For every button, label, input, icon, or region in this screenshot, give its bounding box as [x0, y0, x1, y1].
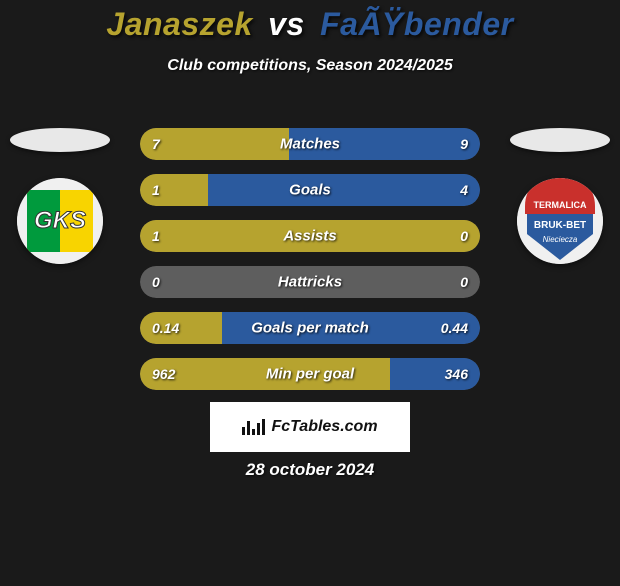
stat-bar-row: 10Assists	[140, 220, 480, 252]
badge-right-line2: BRUK-BET	[534, 220, 586, 231]
badge-right-small: Nieciecza	[543, 235, 578, 244]
bar-value-left: 962	[152, 366, 175, 382]
bar-value-right: 0	[460, 228, 468, 244]
player1-avatar-slot: GKS	[10, 128, 110, 264]
bar-left-fill	[140, 128, 289, 160]
player2-name: FaÃŸbender	[320, 6, 513, 42]
bar-value-right: 4	[460, 182, 468, 198]
bar-left-fill	[140, 358, 390, 390]
stats-bars: 79Matches14Goals10Assists00Hattricks0.14…	[140, 128, 480, 404]
bar-value-right: 0	[460, 274, 468, 290]
player2-avatar-placeholder	[510, 128, 610, 152]
bar-value-left: 1	[152, 182, 160, 198]
player2-avatar-slot: TERMALICA BRUK-BET Nieciecza	[510, 128, 610, 264]
bar-value-right: 0.44	[441, 320, 468, 336]
stat-bar-row: 0.140.44Goals per match	[140, 312, 480, 344]
stat-bar-row: 79Matches	[140, 128, 480, 160]
bar-value-left: 7	[152, 136, 160, 152]
stat-bar-row: 962346Min per goal	[140, 358, 480, 390]
bar-right-fill	[208, 174, 480, 206]
bar-left-fill	[140, 220, 480, 252]
bar-value-left: 0	[152, 274, 160, 290]
bar-value-right: 346	[445, 366, 468, 382]
bar-value-right: 9	[460, 136, 468, 152]
badge-right-line1: TERMALICA	[534, 200, 587, 210]
player1-name: Janaszek	[106, 6, 252, 42]
bar-right-fill	[289, 128, 480, 160]
chart-icon	[242, 419, 265, 435]
player1-avatar-placeholder	[10, 128, 110, 152]
subtitle: Club competitions, Season 2024/2025	[0, 57, 620, 75]
stat-bar-row: 00Hattricks	[140, 266, 480, 298]
stat-bar-row: 14Goals	[140, 174, 480, 206]
player1-club-badge: GKS	[17, 178, 103, 264]
branding-label: FcTables.com	[271, 418, 377, 436]
bar-value-left: 1	[152, 228, 160, 244]
bar-background	[140, 266, 480, 298]
branding-box: FcTables.com	[210, 402, 410, 452]
comparison-title: Janaszek vs FaÃŸbender	[0, 6, 620, 43]
player2-club-badge: TERMALICA BRUK-BET Nieciecza	[517, 178, 603, 264]
vs-label: vs	[268, 6, 305, 42]
date-text: 28 october 2024	[0, 460, 620, 480]
bar-value-left: 0.14	[152, 320, 179, 336]
badge-left-text: GKS	[34, 207, 86, 234]
bar-left-fill	[140, 174, 208, 206]
